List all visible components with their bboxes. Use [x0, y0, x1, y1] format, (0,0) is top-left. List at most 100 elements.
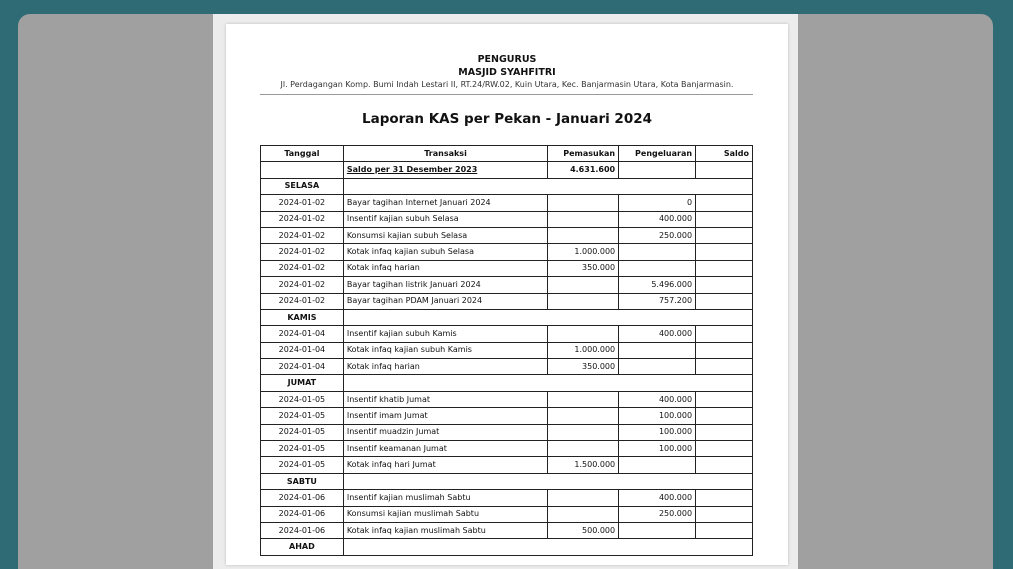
cash-report-table: Tanggal Transaksi Pemasukan Pengeluaran …: [260, 144, 754, 556]
cell-expense: 250.000: [618, 505, 697, 523]
cell-date: 2024-01-04: [260, 341, 344, 360]
table-row: 2024-01-02 Bayar tagihan PDAM Januari 202…: [260, 292, 753, 310]
cell-balance: [695, 259, 753, 278]
table-row: 2024-01-02 Kotak infaq harian 350.000: [260, 259, 753, 278]
cell-date: 2024-01-04: [260, 358, 344, 376]
cell-expense: 100.000: [618, 407, 697, 425]
cell-balance: [695, 505, 753, 523]
cell-income: 1.500.000: [547, 456, 620, 474]
cell-income: [547, 276, 620, 294]
cell-expense: 757.200: [618, 292, 697, 310]
cell-expense: [618, 456, 697, 474]
cell-balance: [695, 489, 753, 507]
cell-income: [547, 292, 620, 310]
cell-expense: 400.000: [618, 325, 697, 343]
cell-income: [547, 505, 620, 523]
cell-expense: 0: [618, 194, 697, 212]
cell-transaction: Insentif kajian muslimah Sabtu: [342, 489, 549, 507]
table-row: 2024-01-02 Bayar tagihan listrik Januari …: [260, 276, 753, 294]
cell-expense: 400.000: [618, 210, 697, 228]
cell-income: [547, 489, 620, 507]
day-label: SABTU: [260, 472, 344, 491]
cell-expense: 400.000: [618, 390, 697, 409]
table-row: 2024-01-05 Insentif keamanan Jumat 100.000: [260, 440, 753, 458]
table-row: 2024-01-04 Insentif kajian subuh Kamis 400…: [260, 325, 753, 343]
cell-balance: [695, 358, 753, 376]
cell-date: 2024-01-02: [260, 292, 344, 310]
table-row: 2024-01-05 Insentif khatib Jumat 400.000: [260, 390, 753, 409]
cell-date: 2024-01-05: [260, 390, 344, 409]
cell-date: 2024-01-05: [260, 407, 344, 425]
cell-date: 2024-01-06: [260, 489, 344, 507]
table-row: 2024-01-05 Insentif muadzin Jumat 100.000: [260, 423, 753, 442]
day-label: JUMAT: [260, 374, 344, 392]
cell-date: 2024-01-06: [260, 505, 344, 523]
cell-date: 2024-01-05: [260, 456, 344, 474]
document-page: PENGURUS MASJID SYAHFITRI Jl. Perdaganga…: [226, 24, 788, 565]
cell-income: 500.000: [547, 521, 620, 540]
cell-date: 2024-01-04: [260, 325, 344, 343]
table-row: 2024-01-02 Konsumsi kajian subuh Selasa 25…: [260, 226, 753, 245]
cell-income: [547, 390, 620, 409]
cell-date: 2024-01-02: [260, 194, 344, 212]
cell-transaction: Insentif kajian subuh Selasa: [342, 210, 549, 228]
day-label: SELASA: [260, 177, 344, 196]
cell-transaction: Kotak infaq hari Jumat: [342, 456, 549, 474]
day-group-row: JUMAT: [260, 374, 754, 392]
day-group-row: SABTU: [260, 472, 754, 491]
cell-balance: [695, 243, 753, 261]
col-transaksi: Transaksi: [342, 144, 549, 163]
cell-transaction: Insentif khatib Jumat: [342, 390, 549, 409]
cell-transaction: Insentif kajian subuh Kamis: [342, 325, 549, 343]
cell-income: 350.000: [547, 358, 620, 376]
table-row: 2024-01-05 Kotak infaq hari Jumat 1.500.00…: [260, 456, 753, 474]
cell-date: 2024-01-02: [260, 259, 344, 278]
cell-balance: [695, 210, 753, 228]
day-label: AHAD: [260, 538, 344, 556]
cell-balance: [695, 226, 753, 245]
opening-balance-row: Saldo per 31 Desember 2023 4.631.600: [260, 161, 753, 179]
cell-date: 2024-01-02: [260, 243, 344, 261]
cell-date: 2024-01-02: [260, 276, 344, 294]
cell-balance: [695, 440, 753, 458]
cell-income: 350.000: [547, 259, 620, 278]
cell-date: 2024-01-02: [260, 210, 344, 228]
app-window: PENGURUS MASJID SYAHFITRI Jl. Perdaganga…: [18, 14, 993, 569]
report-title: Laporan KAS per Pekan - Januari 2024: [361, 111, 652, 127]
cell-transaction: Kotak infaq harian: [342, 358, 549, 376]
cell-balance: [695, 341, 753, 360]
table-row: 2024-01-02 Bayar tagihan Internet Januari…: [260, 194, 753, 212]
cell-transaction: Kotak infaq kajian muslimah Sabtu: [342, 521, 549, 540]
cell-transaction: Insentif keamanan Jumat: [342, 440, 549, 458]
cell-income: [547, 325, 620, 343]
table-row: 2024-01-02 Insentif kajian subuh Selasa 40…: [260, 210, 753, 228]
cell-balance: [695, 521, 753, 540]
table-row: 2024-01-04 Kotak infaq harian 350.000: [260, 358, 753, 376]
cell-expense: 400.000: [618, 489, 697, 507]
table-row: 2024-01-06 Insentif kajian muslimah Sabtu…: [260, 489, 753, 507]
cell-transaction: Insentif muadzin Jumat: [342, 423, 549, 442]
cell-expense: [618, 521, 697, 540]
cell-income: [547, 194, 620, 212]
cell-transaction: Konsumsi kajian subuh Selasa: [342, 226, 549, 245]
cell-income: 1.000.000: [547, 341, 620, 360]
cell-income: [547, 407, 620, 425]
cell-balance: [695, 456, 753, 474]
col-tanggal: Tanggal: [260, 144, 344, 163]
cell-transaction: Konsumsi kajian muslimah Sabtu: [342, 505, 549, 523]
day-group-row: AHAD: [260, 538, 754, 556]
document-viewer[interactable]: PENGURUS MASJID SYAHFITRI Jl. Perdaganga…: [213, 14, 798, 569]
divider: [260, 94, 753, 95]
cell-expense: [618, 243, 697, 261]
cell-transaction: Bayar tagihan Internet Januari 2024: [342, 194, 549, 212]
cell-expense: 100.000: [618, 423, 697, 442]
cell-expense: 100.000: [618, 440, 697, 458]
col-pengeluaran: Pengeluaran: [618, 144, 697, 163]
cell-income: [547, 226, 620, 245]
table-row: 2024-01-04 Kotak infaq kajian subuh Kamis…: [260, 341, 753, 360]
day-label: KAMIS: [260, 308, 344, 327]
opening-label: Saldo per 31 Desember 2023: [342, 161, 549, 179]
cell-expense: [618, 358, 697, 376]
cell-income: [547, 440, 620, 458]
cell-date: 2024-01-05: [260, 423, 344, 442]
